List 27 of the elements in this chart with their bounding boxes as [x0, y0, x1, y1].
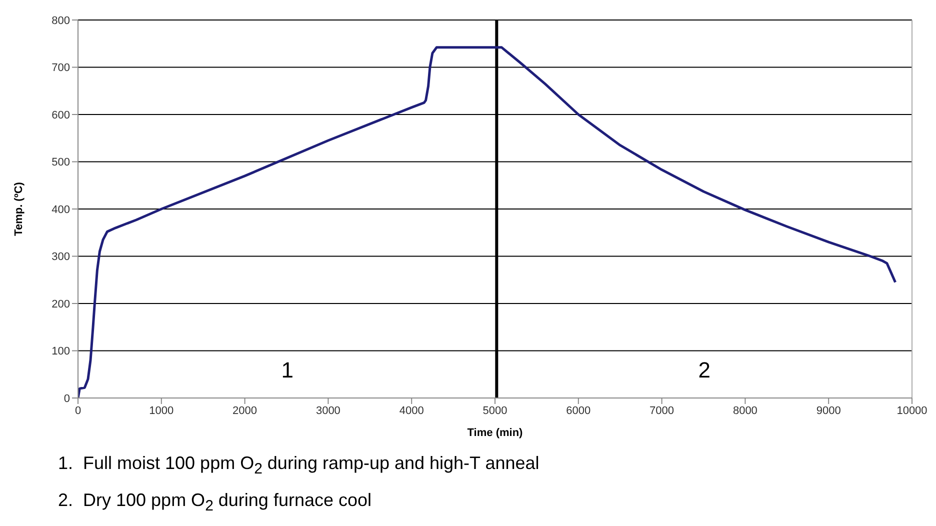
x-tick-label: 0	[74, 404, 82, 417]
x-tick-label: 6000	[566, 404, 591, 417]
y-tick-label: 400	[52, 204, 70, 216]
line-series	[78, 46, 897, 398]
x-tick-label: 2000	[232, 404, 258, 417]
x-tick-label: 8000	[732, 404, 758, 417]
text: 1. Full moist 100 ppm O$_{2}$ during ramp-up and high-T anneal	[58, 452, 540, 480]
y-tick-label: 600	[52, 109, 70, 122]
x-tick-label: 4000	[399, 404, 424, 417]
annotation: 2	[698, 357, 710, 382]
x-axis-title: Time (min)	[467, 427, 524, 439]
annotation: 1	[281, 357, 294, 382]
y-axis-title: Temp. (ºC)	[12, 182, 25, 236]
text: 2. Dry 100 ppm O$_{2}$ during furnace cool	[58, 488, 373, 516]
y-tick-label: 500	[52, 156, 70, 169]
x-tick-label: 7000	[650, 404, 674, 417]
y-tick-label: 800	[52, 14, 70, 27]
y-tick-label: 300	[52, 251, 70, 264]
x-tick-label: 10000	[896, 404, 928, 417]
y-tick-label: 100	[52, 346, 70, 358]
y-tick-label: 700	[52, 62, 70, 74]
x-tick-label: 9000	[816, 404, 841, 417]
x-tick-label: 1000	[149, 404, 174, 417]
y-tick-label: 200	[52, 298, 70, 310]
x-tick-label: 3000	[316, 404, 340, 417]
y-tick-label: 0	[64, 392, 70, 405]
x-tick-label: 5000	[482, 404, 508, 417]
